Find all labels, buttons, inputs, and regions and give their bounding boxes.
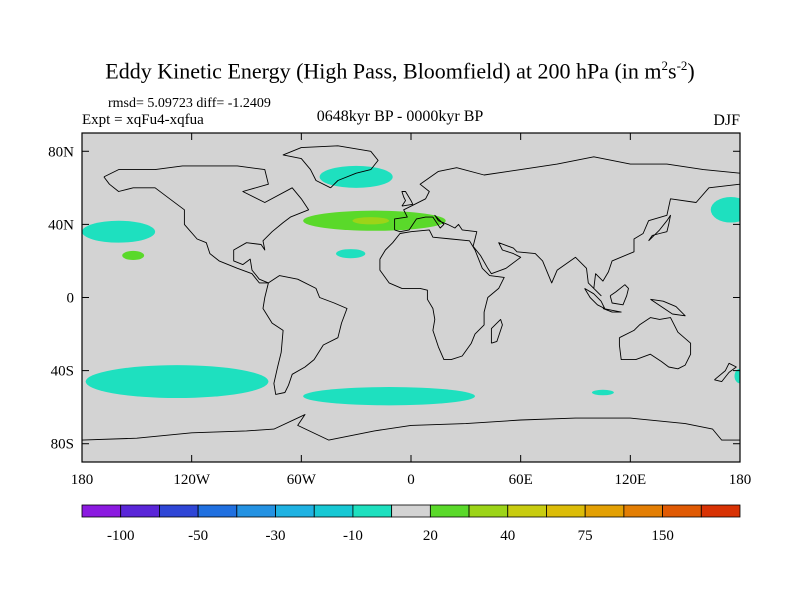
colorbar-label: 20 <box>423 528 438 544</box>
colorbar-box <box>546 504 586 518</box>
colorbar-box <box>275 504 315 518</box>
coastline <box>401 191 414 207</box>
y-tick-label: 80S <box>51 437 74 453</box>
chart-title-suffix: ) <box>687 58 695 84</box>
region-southern-pacific <box>85 365 269 399</box>
colorbar-box <box>81 504 122 518</box>
colorbar-label: -10 <box>343 528 363 544</box>
x-tick-label: 180 <box>729 472 752 488</box>
x-tick-label: 0 <box>407 472 415 488</box>
chart-title-mid: s <box>668 58 677 84</box>
x-tick-label: 60W <box>287 472 317 488</box>
colorbar-label: -100 <box>107 528 135 544</box>
coastline <box>602 308 622 313</box>
period-label: 0648kyr BP - 0000kyr BP <box>316 108 484 125</box>
colorbar-box <box>313 504 354 518</box>
stats-label: rmsd= 5.09723 diff= -1.2409 <box>108 96 271 111</box>
season-label: DJF <box>713 112 740 129</box>
x-tick-label: 180 <box>71 472 94 488</box>
coastline <box>379 229 505 361</box>
colorbar-box <box>120 504 160 518</box>
colorbar-box <box>700 504 741 518</box>
colorbar-box <box>468 504 509 518</box>
region-southern-indian-small <box>591 389 614 396</box>
coastline <box>394 156 740 297</box>
chart-title-sup1: 2 <box>661 58 669 73</box>
region-atlantic-south <box>336 249 366 259</box>
map-axes: 180 120W 60W 0 60E 120E 180 80N 40N 0 40S 80S <box>48 132 752 488</box>
colorbar-box <box>507 504 547 518</box>
x-tick-label: 120W <box>173 472 211 488</box>
colorbar-label: 40 <box>500 528 515 544</box>
colorbar-box <box>236 504 276 518</box>
colorbar-label: -30 <box>266 528 286 544</box>
experiment-label: Expt = xqFu4-xqfua <box>82 112 204 128</box>
region-greenland-arctic <box>319 165 393 188</box>
region-pacific-far-east <box>710 196 740 223</box>
x-tick-label: 120E <box>614 472 646 488</box>
coastline <box>103 165 310 284</box>
coastline <box>282 145 379 189</box>
colorbar-box <box>584 504 625 518</box>
colorbar-box <box>352 504 393 518</box>
region-pacific-east <box>82 220 156 243</box>
coastlines <box>82 145 740 441</box>
colorbar: -100 -50 -30 -10 20 40 75 150 <box>81 504 741 544</box>
coastline <box>82 414 740 441</box>
y-tick-label: 40S <box>51 364 74 380</box>
coastline <box>262 275 348 395</box>
coastline <box>648 214 671 242</box>
map-background <box>82 133 740 462</box>
colorbar-box <box>197 504 238 518</box>
coastline <box>714 362 737 383</box>
region-southern-atlantic <box>303 387 475 406</box>
chart-title: Eddy Kinetic Energy (High Pass, Bloomfie… <box>0 58 800 84</box>
region-southern-pacific-west <box>734 368 740 384</box>
coastline <box>609 284 629 306</box>
colorbar-box <box>391 504 431 518</box>
chart-title-sup2: -2 <box>676 58 688 73</box>
x-tick-label: 60E <box>509 472 533 488</box>
region-atlantic-jet-core <box>352 217 390 225</box>
map-plot-area <box>82 133 740 462</box>
coastline <box>618 317 692 370</box>
colorbar-box <box>662 504 702 518</box>
chart-title-prefix: Eddy Kinetic Energy (High Pass, Bloomfie… <box>105 58 662 84</box>
colorbar-box <box>623 504 663 518</box>
colorbar-label: -50 <box>188 528 208 544</box>
y-tick-label: 80N <box>48 144 74 160</box>
coastline <box>490 318 503 344</box>
y-tick-label: 40N <box>48 217 74 233</box>
colorbar-box <box>159 504 199 518</box>
colorbar-label: 75 <box>578 528 593 544</box>
colorbar-label: 150 <box>651 528 674 544</box>
coastline <box>650 298 686 317</box>
colorbar-box <box>429 504 470 518</box>
region-pacific-small <box>122 250 145 261</box>
y-tick-label: 0 <box>67 291 75 307</box>
